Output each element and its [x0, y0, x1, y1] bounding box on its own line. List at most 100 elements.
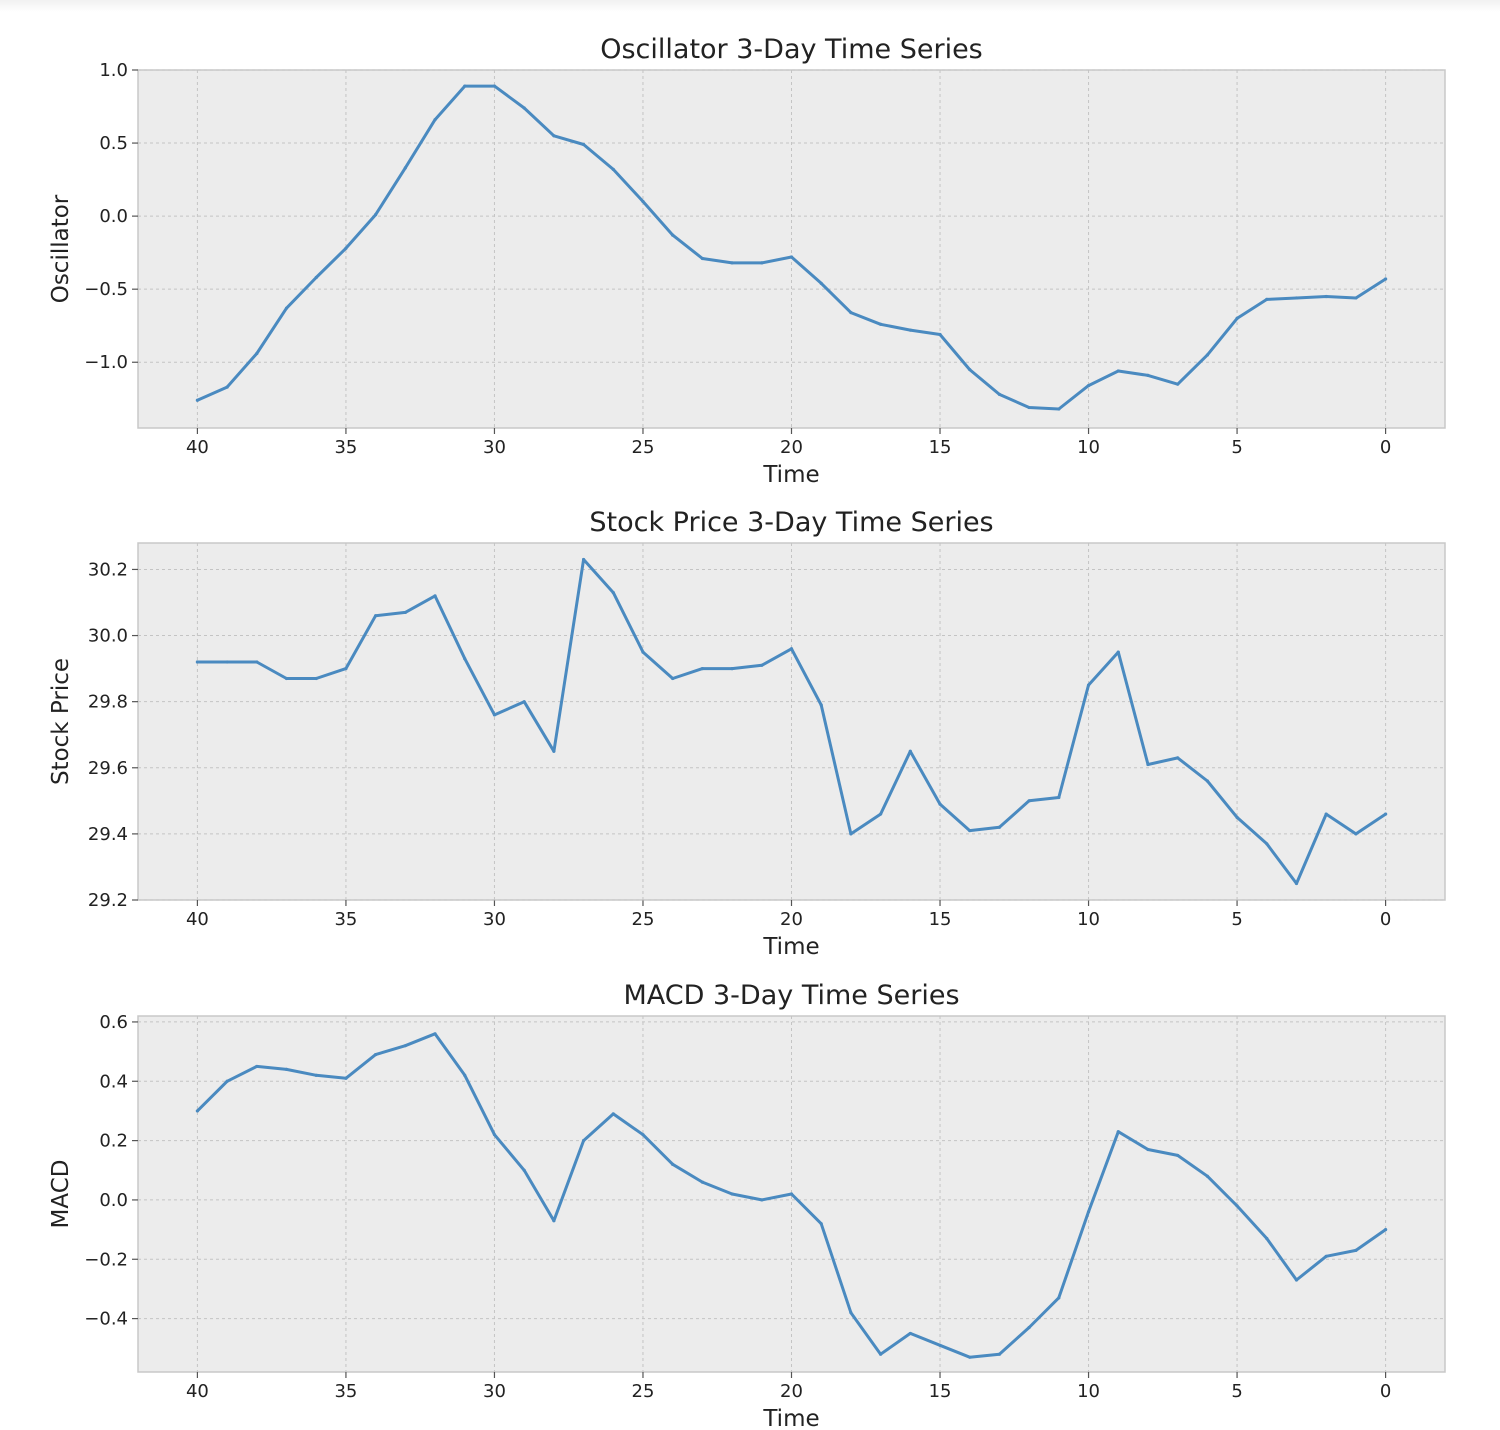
data-point [671, 676, 675, 681]
y-tick-label: 29.4 [88, 824, 128, 845]
data-point [1176, 382, 1180, 386]
data-point [700, 1180, 704, 1184]
y-tick-label: 0.6 [99, 1012, 128, 1033]
x-tick-label: 0 [1380, 909, 1391, 930]
data-point [1176, 756, 1180, 760]
data-point [522, 106, 526, 110]
data-point [730, 1192, 734, 1196]
data-point [195, 660, 200, 664]
data-point [938, 1343, 942, 1347]
y-tick-label: 0.5 [99, 133, 128, 154]
data-point [1086, 683, 1091, 687]
x-tick-label: 40 [186, 437, 209, 458]
data-point [552, 749, 556, 753]
data-point [819, 1222, 823, 1226]
data-point [463, 657, 467, 661]
x-tick-label: 40 [186, 909, 209, 930]
x-tick-label: 30 [483, 437, 506, 458]
x-tick-label: 35 [334, 909, 357, 930]
data-point [1086, 1210, 1091, 1214]
data-point [581, 1139, 586, 1143]
data-point [700, 667, 704, 671]
data-point [492, 713, 497, 717]
data-point [225, 385, 229, 389]
x-tick-label: 15 [929, 1381, 952, 1402]
data-point [1235, 815, 1239, 819]
data-point [641, 650, 645, 654]
y-tick-label: 0.0 [99, 206, 128, 227]
data-point [997, 1352, 1002, 1356]
data-point [1146, 762, 1150, 767]
data-point [581, 142, 586, 147]
chart-title: Oscillator 3-Day Time Series [600, 34, 983, 65]
data-point [1086, 384, 1091, 388]
y-tick-label: −0.2 [84, 1249, 128, 1270]
chart-title: Stock Price 3-Day Time Series [589, 507, 993, 538]
data-point [968, 367, 972, 372]
data-point [760, 663, 764, 667]
data-point [403, 1044, 407, 1048]
data-point [1027, 1325, 1031, 1330]
x-tick-label: 0 [1380, 437, 1391, 458]
data-point [314, 676, 318, 681]
data-point [1324, 1254, 1328, 1258]
data-point [611, 1112, 615, 1116]
data-point [522, 700, 526, 704]
data-point [760, 1198, 764, 1202]
data-point [789, 1192, 794, 1196]
data-point [611, 167, 615, 171]
data-point [671, 233, 675, 237]
data-point [671, 1162, 675, 1166]
top-shadow-bar [0, 0, 1500, 12]
data-point [1116, 650, 1120, 654]
data-point [968, 828, 972, 833]
data-point [1383, 812, 1388, 816]
data-point [225, 660, 229, 664]
x-tick-label: 10 [1077, 1381, 1100, 1402]
data-point [849, 310, 853, 315]
data-point [1235, 1204, 1239, 1208]
data-point [374, 1052, 378, 1057]
x-tick-label: 20 [780, 1381, 803, 1402]
chart-panel-oscillator: 40 35 30 25 20 15 10 5 0 1.0 0.5 0.0 −0.5 −1.0 Oscilla… [48, 34, 1446, 488]
data-point [908, 328, 912, 332]
data-point [1265, 1236, 1269, 1241]
data-point [284, 1067, 289, 1071]
chart-panel-macd: 40 35 30 25 20 15 10 5 0 0.6 0.4 0.2 0.0 −0.2 −0.4 MACD… [48, 980, 1446, 1430]
data-point [581, 557, 586, 562]
data-point [938, 802, 942, 806]
x-tick-label: 15 [929, 909, 952, 930]
y-tick-label: 29.2 [88, 890, 128, 911]
x-tick-label: 40 [186, 1381, 209, 1402]
x-tick-label: 10 [1077, 909, 1100, 930]
y-tick-label: −0.5 [84, 279, 128, 300]
data-point [225, 1079, 229, 1083]
data-point [1057, 1296, 1061, 1300]
data-point [1205, 353, 1209, 357]
data-point [1354, 1248, 1358, 1252]
data-point [849, 832, 853, 836]
x-tick-label: 5 [1231, 909, 1242, 930]
y-axis-label: MACD [48, 1160, 74, 1229]
data-point [968, 1355, 972, 1359]
y-tick-label: −0.4 [84, 1309, 128, 1330]
data-point [819, 281, 823, 285]
data-point [344, 667, 348, 671]
x-tick-label: 30 [483, 1381, 506, 1402]
data-point [730, 667, 734, 671]
data-point [908, 749, 912, 753]
data-point [403, 610, 407, 615]
data-point [255, 351, 259, 356]
data-point [344, 246, 348, 250]
x-tick-label: 20 [780, 437, 803, 458]
x-axis-label: Time [762, 462, 819, 488]
data-point [314, 1073, 318, 1077]
data-point [492, 1133, 497, 1137]
chart-title: MACD 3-Day Time Series [623, 980, 959, 1011]
plot-area [137, 542, 1446, 901]
data-point [1116, 369, 1120, 373]
data-point [195, 398, 200, 402]
y-tick-label: 30.0 [88, 626, 128, 647]
data-point [1294, 1278, 1299, 1282]
data-point [255, 660, 259, 664]
